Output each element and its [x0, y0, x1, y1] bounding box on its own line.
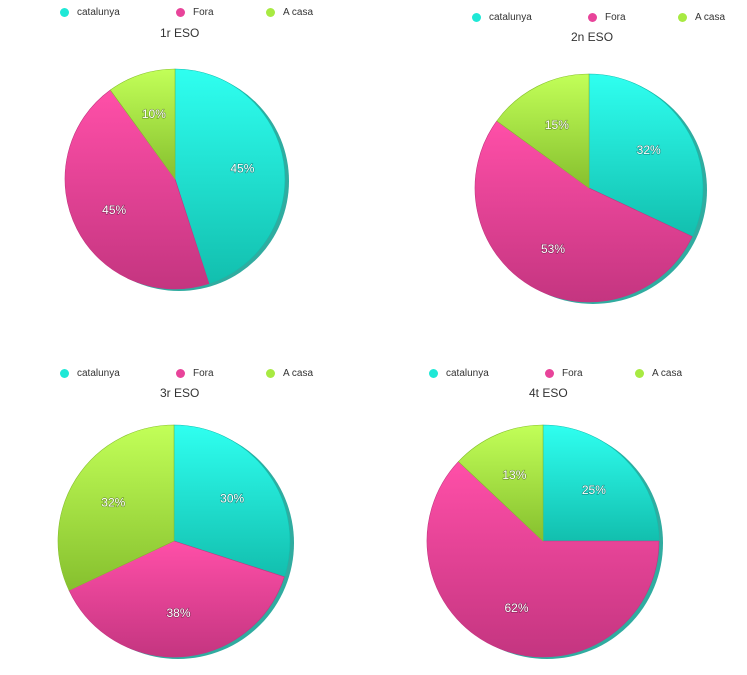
legend-label: A casa — [695, 11, 726, 23]
pie-slice-a-casa[interactable] — [496, 73, 590, 189]
chart-title: 2n ESO — [571, 30, 614, 44]
chart-legend: catalunya Fora A casa — [429, 365, 709, 381]
pie-slice-fora[interactable] — [426, 461, 660, 658]
chart-legend: catalunya Fora A casa — [472, 9, 742, 25]
chart-title: 1r ESO — [160, 26, 200, 40]
pie-slice-catalunya[interactable] — [173, 424, 291, 578]
legend-label: Fora — [562, 367, 583, 379]
slice-data-label: 25% — [582, 483, 606, 497]
pie-chart-2n-eso: 32% 53% 15% — [474, 73, 707, 304]
legend-label: A casa — [652, 367, 683, 379]
chart-panel-3r-eso: catalunya Fora A casa 3r ESO 30% 38% 32% — [0, 360, 360, 674]
legend-swatch-fora — [176, 7, 185, 17]
pie-slice-catalunya[interactable] — [588, 73, 704, 237]
legend-swatch-a-casa — [266, 368, 275, 378]
legend-swatch-a-casa — [678, 12, 687, 22]
legend-swatch-catalunya — [60, 368, 69, 378]
pie-slice-fora[interactable] — [64, 89, 210, 290]
legend-item-fora[interactable]: Fora — [176, 4, 214, 20]
legend-swatch-catalunya — [429, 368, 438, 378]
slice-data-label: 53% — [541, 242, 565, 256]
pie-chart-1r-eso: 45% 45% 10% — [64, 68, 289, 291]
legend-label: catalunya — [446, 367, 489, 379]
pie-chart-3r-eso: 30% 38% 32% — [57, 424, 294, 659]
legend-item-fora[interactable]: Fora — [176, 365, 214, 381]
legend-label: A casa — [283, 6, 314, 18]
legend-item-catalunya[interactable]: catalunya — [60, 365, 120, 381]
slice-data-label: 38% — [166, 606, 190, 620]
legend-item-catalunya[interactable]: catalunya — [429, 365, 489, 381]
chart-title: 4t ESO — [529, 386, 568, 400]
slice-data-label: 62% — [504, 601, 528, 615]
legend-label: Fora — [193, 367, 214, 379]
legend-label: Fora — [605, 11, 626, 23]
slice-data-label: 30% — [220, 492, 244, 506]
legend-label: Fora — [193, 6, 214, 18]
slice-data-label: 10% — [142, 107, 166, 121]
legend-swatch-a-casa — [635, 368, 644, 378]
legend-item-a-casa[interactable]: A casa — [678, 9, 725, 25]
pie-slice-a-casa[interactable] — [109, 68, 176, 180]
legend-item-fora[interactable]: Fora — [545, 365, 583, 381]
legend-item-a-casa[interactable]: A casa — [266, 4, 313, 20]
slice-data-label: 32% — [101, 496, 125, 510]
slice-data-label: 13% — [502, 468, 526, 482]
legend-item-a-casa[interactable]: A casa — [635, 365, 682, 381]
legend-label: A casa — [283, 367, 314, 379]
legend-swatch-fora — [588, 12, 597, 22]
pie-slice-a-casa[interactable] — [57, 424, 175, 591]
legend-swatch-fora — [176, 368, 185, 378]
chart-panel-1r-eso: catalunya Fora A casa 1r ESO 45% 45% 10% — [0, 0, 360, 330]
pie-slice-catalunya[interactable] — [174, 68, 286, 284]
legend-swatch-fora — [545, 368, 554, 378]
legend-swatch-a-casa — [266, 7, 275, 17]
pie-slice-fora[interactable] — [68, 540, 285, 658]
chart-legend: catalunya Fora A casa — [60, 365, 340, 381]
legend-label: catalunya — [489, 11, 532, 23]
legend-item-catalunya[interactable]: catalunya — [472, 9, 532, 25]
legend-item-fora[interactable]: Fora — [588, 9, 626, 25]
legend-label: catalunya — [77, 6, 120, 18]
pie-chart-4t-eso: 25% 62% 13% — [426, 424, 663, 659]
pie-slice-a-casa[interactable] — [458, 424, 544, 542]
legend-item-catalunya[interactable]: catalunya — [60, 4, 120, 20]
legend-swatch-catalunya — [60, 7, 69, 17]
legend-item-a-casa[interactable]: A casa — [266, 365, 313, 381]
slice-data-label: 32% — [637, 143, 661, 157]
legend-swatch-catalunya — [472, 12, 481, 22]
slice-data-label: 45% — [102, 203, 126, 217]
chart-panel-2n-eso: catalunya Fora A casa 2n ESO 32% 53% 15% — [373, 0, 747, 330]
slice-data-label: 15% — [545, 118, 569, 132]
pie-slice-catalunya[interactable] — [542, 424, 660, 542]
pie-slice-fora[interactable] — [474, 120, 693, 303]
slice-data-label: 45% — [230, 161, 254, 175]
legend-label: catalunya — [77, 367, 120, 379]
chart-panel-4t-eso: catalunya Fora A casa 4t ESO 25% 62% 13% — [373, 360, 747, 674]
chart-title: 3r ESO — [160, 386, 200, 400]
chart-legend: catalunya Fora A casa — [60, 4, 340, 20]
